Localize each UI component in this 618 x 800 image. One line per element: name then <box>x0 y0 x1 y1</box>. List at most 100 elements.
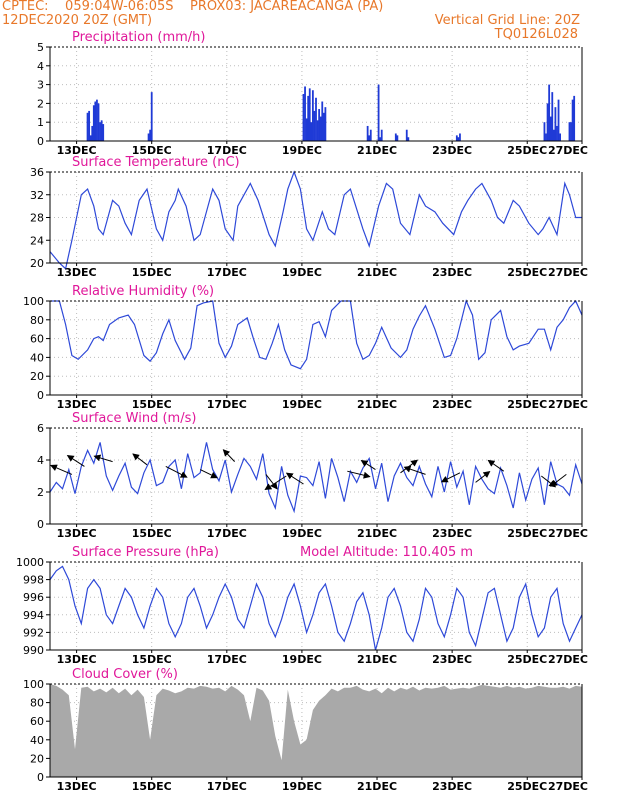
panel-title-pres: Surface Pressure (hPa) <box>72 545 219 560</box>
x-tick-label: 19DEC <box>282 144 322 157</box>
x-tick-label: 17DEC <box>207 527 247 540</box>
x-tick-label: 17DEC <box>207 780 247 793</box>
precip-bar <box>102 124 105 141</box>
x-tick-label: 17DEC <box>207 144 247 157</box>
y-tick-label: 5 <box>37 41 44 54</box>
x-tick-label: 13DEC <box>57 527 97 540</box>
precip-bar <box>150 92 153 141</box>
y-tick-label: 0 <box>37 518 44 531</box>
panel-title-precip: Precipitation (mm/h) <box>72 30 205 45</box>
precip-bar <box>543 122 546 141</box>
precip-bar <box>315 97 317 141</box>
y-tick-label: 40 <box>30 734 44 747</box>
precip-bar <box>571 99 574 141</box>
y-tick-label: 32 <box>30 189 44 202</box>
precip-bar <box>94 101 97 141</box>
wind-arrow <box>475 470 491 483</box>
precip-bar <box>89 135 92 141</box>
wind-arrow <box>487 459 505 472</box>
precip-bar <box>457 137 460 141</box>
y-tick-label: 20 <box>30 752 44 765</box>
panel-title-temp: Surface Temperature (nC) <box>72 155 240 170</box>
precip-bar <box>379 137 382 141</box>
precip-bar <box>570 122 572 141</box>
wind-arrow <box>285 472 304 485</box>
precip-bar <box>368 135 371 141</box>
panel-rh: Relative Humidity (%) 0 20 40 60 80 100 13DEC 15… <box>23 284 588 411</box>
precip-bar <box>304 86 306 141</box>
y-tick-label: 60 <box>30 715 44 728</box>
panel-temp: Surface Temperature (nC) 20 24 28 32 36 13DEC 1… <box>30 155 588 279</box>
precip-bar <box>559 133 561 141</box>
panel-title-cloud: Cloud Cover (%) <box>72 667 178 682</box>
precip-bar <box>369 129 372 141</box>
y-tick-label: 4 <box>37 60 44 73</box>
precip-bar <box>97 103 100 141</box>
y-tick-label: 20 <box>30 370 44 383</box>
precip-bar <box>380 129 383 141</box>
precip-bar <box>149 129 152 141</box>
x-tick-label: 21DEC <box>357 266 397 279</box>
precip-bar <box>321 101 324 141</box>
series-wind <box>49 442 583 514</box>
wind-arrow <box>132 453 148 466</box>
precip-bar <box>305 118 308 141</box>
precip-bar <box>92 105 95 141</box>
precip-bar <box>551 92 554 141</box>
x-tick-label: 15DEC <box>132 780 172 793</box>
y-tick-label: 996 <box>23 591 44 604</box>
y-tick-label: 1 <box>37 116 44 129</box>
precip-bar <box>308 88 311 141</box>
x-tick-label: 19DEC <box>282 398 322 411</box>
precip-bar <box>568 122 571 141</box>
x-tick-label: 19DEC <box>282 266 322 279</box>
y-tick-label: 998 <box>23 574 44 587</box>
header-grid-line: Vertical Grid Line: 20Z <box>434 13 580 28</box>
header-model-code: TQ0126L028 <box>494 27 578 42</box>
precip-bar <box>366 125 369 141</box>
y-tick-label: 4 <box>37 454 44 467</box>
precip-bar <box>548 84 551 141</box>
x-tick-label: 17DEC <box>207 398 247 411</box>
precip-bar <box>455 135 458 141</box>
x-tick-label: 19DEC <box>282 780 322 793</box>
y-tick-label: 24 <box>30 234 44 247</box>
precip-bar <box>91 125 94 141</box>
x-tick-label: 25DEC <box>507 398 547 411</box>
x-tick-label: 21DEC <box>357 527 397 540</box>
x-tick-label: 13DEC <box>57 653 97 666</box>
precip-bar <box>557 99 560 141</box>
precip-bar <box>324 107 327 141</box>
x-tick-label: 23DEC <box>432 527 472 540</box>
y-tick-label: 2 <box>37 97 44 110</box>
x-tick-label: 15DEC <box>132 398 172 411</box>
precip-bar <box>99 122 101 141</box>
wind-arrow <box>360 460 376 471</box>
precip-bar <box>407 137 410 141</box>
x-tick-label: 13DEC <box>57 144 97 157</box>
wind-arrow <box>403 465 426 475</box>
x-tick-label: 21DEC <box>357 398 397 411</box>
y-tick-label: 80 <box>30 314 44 327</box>
series-pres <box>49 565 583 651</box>
x-tick-label: 27DEC <box>548 144 588 157</box>
x-tick-label: 15DEC <box>132 653 172 666</box>
x-tick-label: 19DEC <box>282 527 322 540</box>
x-tick-label: 25DEC <box>507 266 547 279</box>
x-tick-label: 15DEC <box>132 144 172 157</box>
x-tick-label: 25DEC <box>507 780 547 793</box>
precip-bar <box>396 135 399 141</box>
precip-bar <box>307 95 310 141</box>
x-tick-label: 25DEC <box>507 527 547 540</box>
precip-bar <box>311 90 314 141</box>
precip-bar <box>554 107 557 141</box>
wind-arrow <box>347 470 371 479</box>
x-tick-label: 13DEC <box>57 398 97 411</box>
wind-arrow <box>66 455 85 467</box>
precip-bar <box>88 110 91 141</box>
precip-bar <box>573 95 576 141</box>
precip-bar <box>318 109 321 141</box>
precip-bar <box>546 103 549 141</box>
x-tick-label: 17DEC <box>207 266 247 279</box>
